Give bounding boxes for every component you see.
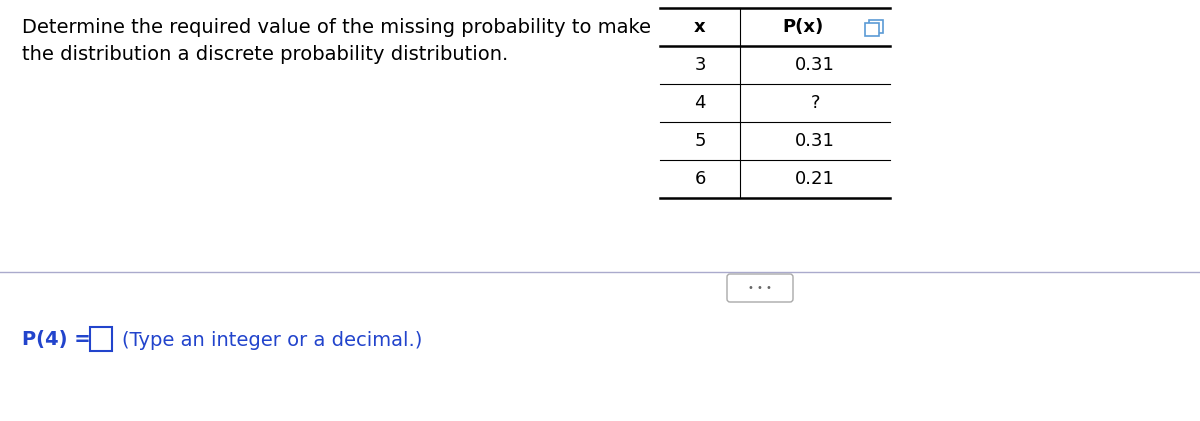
Text: 4: 4 <box>695 94 706 112</box>
FancyBboxPatch shape <box>727 274 793 302</box>
Text: 5: 5 <box>695 132 706 150</box>
Text: x: x <box>694 18 706 36</box>
Text: 0.31: 0.31 <box>796 56 835 74</box>
Text: 3: 3 <box>695 56 706 74</box>
Text: 6: 6 <box>695 170 706 188</box>
Text: 0.31: 0.31 <box>796 132 835 150</box>
Text: P(4) =: P(4) = <box>22 330 97 349</box>
Text: ?: ? <box>810 94 820 112</box>
Text: • • •: • • • <box>748 283 772 293</box>
FancyBboxPatch shape <box>90 327 112 351</box>
Text: (Type an integer or a decimal.): (Type an integer or a decimal.) <box>122 330 422 349</box>
FancyBboxPatch shape <box>869 20 883 33</box>
Text: 0.21: 0.21 <box>796 170 835 188</box>
Text: P(x): P(x) <box>782 18 823 36</box>
FancyBboxPatch shape <box>865 23 878 36</box>
Text: Determine the required value of the missing probability to make
the distribution: Determine the required value of the miss… <box>22 18 650 64</box>
